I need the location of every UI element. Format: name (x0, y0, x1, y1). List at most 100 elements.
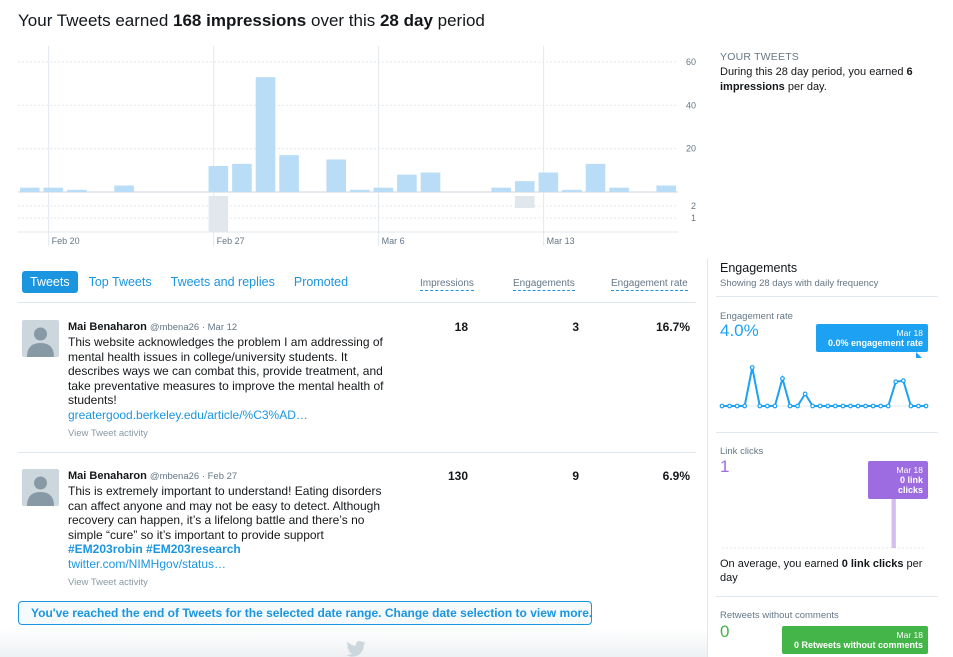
page-headline: Your Tweets earned 168 impressions over … (18, 11, 485, 30)
link-click-bar (891, 490, 896, 548)
engagement-rate-point (848, 403, 853, 409)
link-clicks-chart[interactable] (716, 486, 938, 550)
engagement-rate-point (780, 376, 785, 381)
engagement-rate-point (787, 403, 793, 409)
tweet-hashtags[interactable]: #EM203robin #EM203research (68, 542, 241, 556)
impression-bar (420, 172, 441, 192)
tweet-text: This website acknowledges the problem I … (68, 335, 384, 407)
table-divider (18, 452, 696, 453)
twitter-bird-icon (346, 641, 366, 657)
retweets-tooltip: Mar 18 0 Retweets without comments (782, 626, 928, 654)
engagements-title: Engagements (720, 261, 798, 275)
tweet-engagement-rate: 6.9% (662, 469, 690, 483)
tab-promoted[interactable]: Promoted (293, 275, 349, 289)
table-divider (18, 302, 696, 303)
x-tick-label: Mar 13 (547, 236, 575, 246)
view-tweet-activity-link[interactable]: View Tweet activity (68, 427, 148, 439)
engagement-rate-label: Engagement rate (720, 311, 793, 322)
impression-bar (656, 185, 676, 192)
impression-bar (208, 166, 229, 192)
engagement-rate-point (878, 403, 884, 409)
tweet-meta: @mbena26 · Feb 27 (149, 471, 238, 482)
column-engagements[interactable]: Engagements (513, 278, 575, 291)
link-clicks-label: Link clicks (720, 446, 764, 457)
tooltip-date: Mar 18 (896, 630, 923, 640)
your-tweets-summary: YOUR TWEETS During this 28 day period, y… (720, 51, 930, 95)
engagement-rate-point (840, 403, 846, 409)
engagement-rate-point (916, 403, 921, 409)
engagement-rate-value: 4.0% (720, 321, 759, 340)
your-tweets-title: YOUR TWEETS (720, 51, 800, 63)
impression-bar (114, 185, 134, 192)
impression-bar (43, 187, 64, 192)
engagement-rate-point (802, 391, 808, 397)
y-tick-label: 2 (691, 201, 696, 211)
link-clicks-value: 1 (720, 457, 730, 476)
link-clicks-average: On average, you earned 0 link clicks per… (720, 558, 923, 584)
impression-bar (397, 174, 417, 192)
engagement-rate-point (900, 378, 906, 384)
engagement-rate-point (832, 403, 838, 409)
tweet-impressions: 130 (447, 469, 468, 483)
link-clicks-tooltip: Mar 18 0 link clicks (868, 461, 928, 499)
y-tick-label: 40 (686, 100, 696, 110)
avatar[interactable] (22, 320, 59, 357)
view-tweet-activity-link[interactable]: View Tweet activity (68, 576, 148, 588)
impression-bar (491, 187, 511, 192)
y-tick-label: 1 (691, 213, 696, 223)
tweet-link[interactable]: greatergood.berkeley.edu/article/%C3%AD… (68, 407, 308, 422)
engagement-bar (208, 196, 229, 232)
tweet-tabs: Tweets Top Tweets Tweets and replies Pro… (22, 271, 359, 293)
tweet-engagements: 9 (572, 469, 579, 483)
impression-bar (326, 159, 346, 192)
column-engagement-rate[interactable]: Engagement rate (611, 278, 688, 291)
end-of-tweets-notice: You've reached the end of Tweets for the… (18, 601, 592, 625)
impressions-chart: 60 40 20 2 1 Feb 20 Feb 27 Mar 6 Mar 13 (18, 46, 696, 246)
y-tick-label: 60 (686, 57, 696, 67)
tweet-impressions: 18 (454, 320, 468, 334)
panel-divider (716, 432, 938, 433)
engagement-rate-point (825, 403, 831, 409)
panel-divider (716, 596, 938, 597)
engagement-rate-point (893, 379, 899, 385)
tweet-engagement-rate: 16.7% (655, 320, 690, 334)
tweet-author[interactable]: Mai Benaharon (68, 321, 147, 333)
impression-bar (67, 189, 87, 192)
tab-tweets[interactable]: Tweets (22, 271, 78, 293)
engagement-rate-point (863, 403, 868, 409)
x-tick-label: Feb 20 (52, 236, 80, 246)
engagement-rate-point (810, 403, 816, 409)
engagement-rate-point (885, 403, 891, 409)
tab-top-tweets[interactable]: Top Tweets (88, 275, 152, 289)
engagement-rate-point (908, 403, 914, 409)
impression-bar (585, 163, 606, 192)
tooltip-value: 0.0% engagement rate (827, 338, 923, 348)
engagement-rate-point (749, 365, 755, 370)
your-tweets-text: During this 28 day period, you earned 6 … (720, 66, 913, 93)
tweet-content: Mai Benaharon @mbena26 · Mar 12 This web… (68, 320, 388, 439)
column-impressions[interactable]: Impressions (420, 278, 474, 291)
impression-bar (515, 181, 535, 192)
tweet-author[interactable]: Mai Benaharon (68, 470, 147, 482)
impression-bar (609, 187, 629, 192)
retweets-value: 0 (720, 622, 730, 641)
engagement-rate-point (764, 403, 770, 409)
engagement-rate-point (817, 403, 823, 409)
engagement-rate-point (719, 403, 725, 409)
impression-bar (350, 189, 370, 192)
engagement-rate-chart[interactable] (716, 350, 938, 420)
tooltip-pointer (916, 352, 922, 358)
tweet-text: This is extremely important to understan… (68, 484, 382, 556)
engagements-subtitle: Showing 28 days with daily frequency (720, 278, 879, 289)
tweet-link[interactable]: twitter.com/NIMHgov/status… (68, 556, 227, 571)
impression-bar (232, 163, 252, 192)
engagement-rate-point (855, 403, 861, 409)
tab-tweets-and-replies[interactable]: Tweets and replies (170, 275, 275, 289)
impression-bar (538, 172, 559, 192)
avatar[interactable] (22, 469, 59, 506)
tweet-content: Mai Benaharon @mbena26 · Feb 27 This is … (68, 469, 388, 588)
engagement-rate-point (870, 403, 876, 409)
impression-bar (20, 187, 40, 192)
tweet-engagements: 3 (572, 320, 579, 334)
impression-bar (279, 155, 299, 192)
